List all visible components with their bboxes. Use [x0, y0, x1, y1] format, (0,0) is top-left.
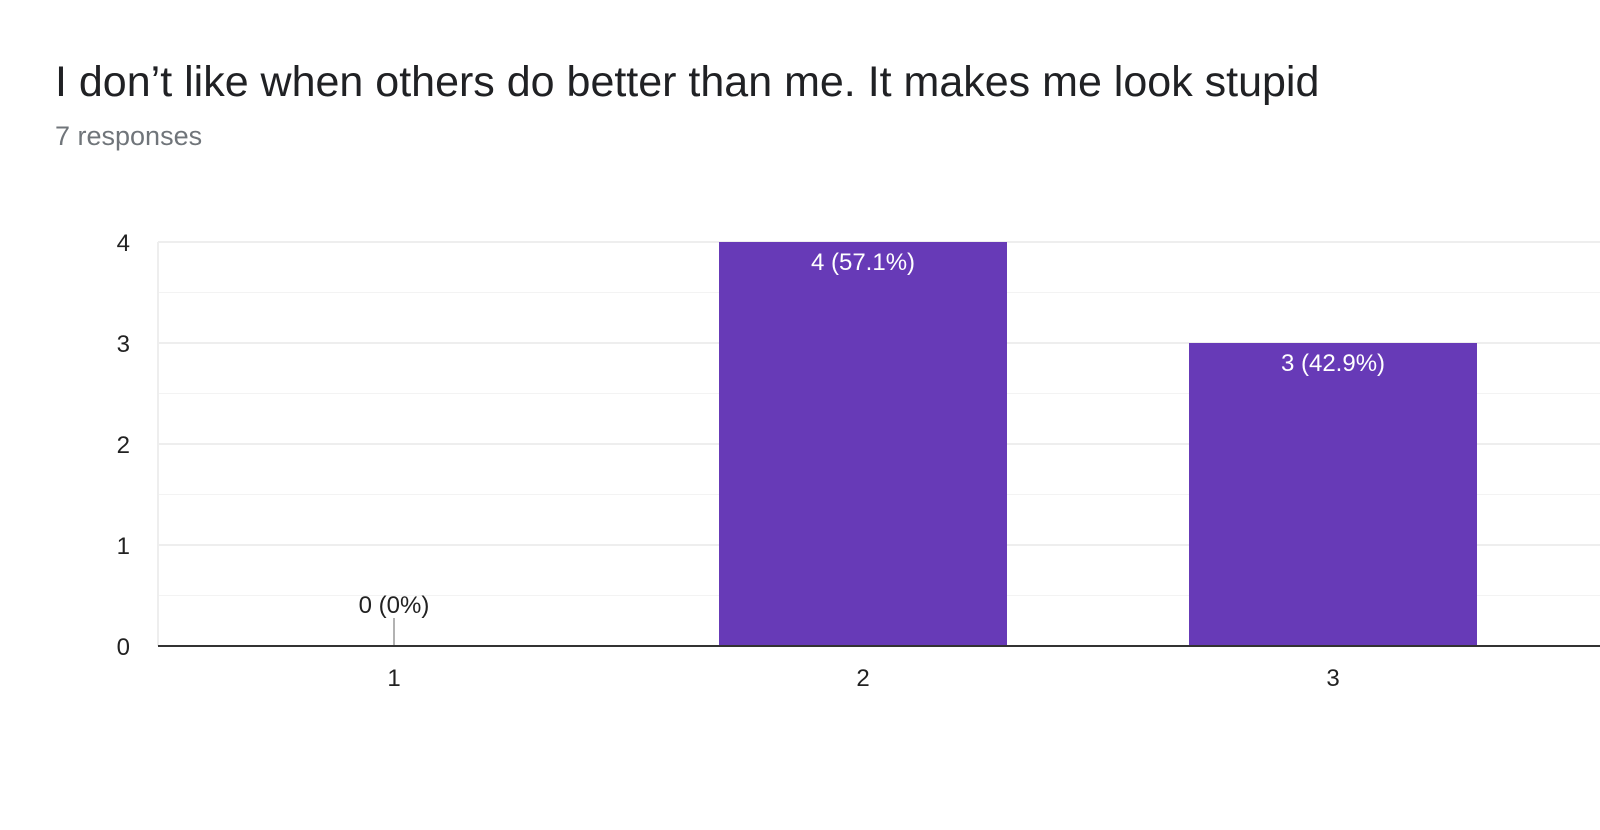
x-tick-label: 3 [1326, 665, 1339, 692]
bar-3 [1189, 343, 1477, 646]
data-label-3: 3 (42.9%) [1281, 350, 1385, 377]
bar-2 [719, 242, 1007, 646]
x-tick-label: 1 [387, 665, 400, 692]
y-tick-label: 1 [117, 533, 130, 560]
chart-title: I don’t like when others do better than … [55, 58, 1320, 106]
y-tick-label: 3 [117, 331, 130, 358]
data-label-1: 0 (0%) [359, 592, 430, 619]
x-tick-label: 2 [856, 665, 869, 692]
y-tick-label: 4 [117, 230, 130, 257]
y-tick-label: 2 [117, 432, 130, 459]
response-count: 7 responses [55, 121, 203, 151]
y-tick-label: 0 [117, 634, 130, 661]
data-label-2: 4 (57.1%) [811, 249, 915, 276]
